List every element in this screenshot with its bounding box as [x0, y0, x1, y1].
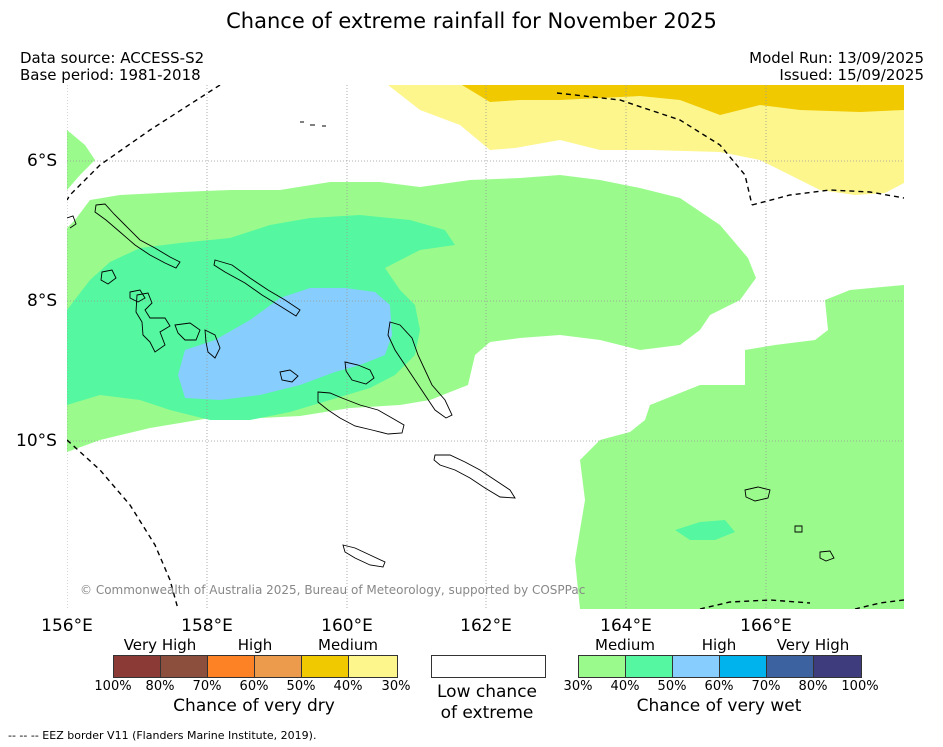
island-bougainville [94, 203, 181, 269]
wet-legend-title: Chance of very wet [636, 696, 802, 716]
wet-tick-50: 50% [657, 679, 687, 694]
island-russell [279, 369, 299, 383]
wet-head-medium: Medium [595, 636, 655, 654]
meta-left: Data source: ACCESS-S2 Base period: 1981… [20, 50, 204, 84]
lon-label-166e: 166°E [740, 616, 792, 636]
island-guadalcanal [317, 391, 405, 435]
island-new-georgia [135, 292, 171, 353]
lon-label-156e: 156°E [41, 616, 93, 636]
island-utupua [794, 525, 803, 533]
wet-tick-60: 60% [704, 679, 734, 694]
dry-tick-80: 80% [145, 679, 175, 694]
island-santa-isabel [204, 329, 221, 359]
wet-tick-70: 70% [751, 679, 781, 694]
wet-region-green-small [675, 520, 735, 540]
island-shortland [100, 269, 117, 285]
island-ontong [300, 121, 326, 127]
wet-head-high: High [701, 636, 737, 654]
wet-head-very-high: Very High [776, 636, 850, 654]
wet-swatch-3 [673, 656, 720, 677]
wet-region-medium-southeast [575, 285, 904, 609]
dry-swatch-6 [349, 656, 397, 677]
dry-swatch-2 [161, 656, 208, 677]
dry-head-medium: Medium [318, 636, 378, 654]
island-malaita [387, 321, 453, 419]
wet-swatch-4 [720, 656, 767, 677]
wet-swatch-2 [626, 656, 673, 677]
meta-right: Model Run: 13/09/2025 Issued: 15/09/2025 [749, 50, 924, 84]
wet-colorbar [578, 655, 862, 678]
dry-region-medium [462, 85, 904, 115]
wet-tick-40: 40% [610, 679, 640, 694]
rainfall-map [67, 85, 904, 609]
dry-legend-title: Chance of very dry [173, 696, 335, 716]
low-chance-swatch [431, 655, 546, 678]
island-new-georgia-b [174, 322, 201, 341]
lat-label-10s: 10°S [16, 431, 57, 451]
island-santa-cruz [744, 486, 771, 502]
dry-tick-50: 50% [286, 679, 316, 694]
low-chance-title: Low chance of extreme [412, 682, 562, 724]
dry-swatch-4 [255, 656, 302, 677]
coastlines [67, 121, 835, 568]
eez-note: -- -- -- EEZ border V11 (Flanders Marine… [8, 729, 317, 742]
dry-tick-40: 40% [333, 679, 363, 694]
dry-tick-30: 30% [381, 679, 411, 694]
dry-swatch-1 [114, 656, 161, 677]
dry-tick-60: 60% [239, 679, 269, 694]
island-makira [433, 454, 516, 499]
wet-tick-100: 100% [841, 679, 879, 694]
wet-swatch-6 [814, 656, 861, 677]
dry-swatch-3 [208, 656, 255, 677]
island-vanikoro [819, 550, 835, 562]
wet-swatch-1 [579, 656, 626, 677]
island-rennell [342, 544, 386, 568]
island-florida [344, 361, 375, 385]
dry-tick-100: 100% [94, 679, 132, 694]
eez-borders [67, 85, 904, 609]
lon-label-160e: 160°E [321, 616, 373, 636]
chart-title: Chance of extreme rainfall for November … [226, 9, 717, 33]
wet-tick-80: 80% [798, 679, 828, 694]
lon-label-162e: 162°E [460, 616, 512, 636]
data-source-text: Data source: ACCESS-S2 [20, 49, 205, 67]
dry-head-very-high: Very High [123, 636, 197, 654]
lon-label-158e: 158°E [181, 616, 233, 636]
wet-region-blue [178, 288, 392, 400]
low-chance-line1: Low chance [437, 682, 537, 702]
wet-swatch-5 [767, 656, 814, 677]
dry-colorbar [113, 655, 398, 678]
island-choiseul [213, 259, 301, 317]
base-period-text: Base period: 1981-2018 [20, 66, 201, 84]
model-run-text: Model Run: 13/09/2025 [749, 49, 924, 67]
low-chance-line2: of extreme [440, 703, 534, 723]
dry-head-high: High [237, 636, 273, 654]
wet-tick-30: 30% [563, 679, 593, 694]
copyright-text: © Commonwealth of Australia 2025, Bureau… [80, 583, 586, 597]
lat-label-6s: 6°S [27, 151, 58, 171]
island-west-atoll [67, 215, 77, 229]
island-vella [129, 289, 146, 303]
dry-tick-70: 70% [192, 679, 222, 694]
dry-swatch-5 [302, 656, 349, 677]
dry-region-light [388, 85, 904, 195]
lat-label-8s: 8°S [27, 291, 58, 311]
issued-text: Issued: 15/09/2025 [779, 66, 924, 84]
wet-region-medium-west [67, 130, 95, 190]
lon-label-164e: 164°E [600, 616, 652, 636]
